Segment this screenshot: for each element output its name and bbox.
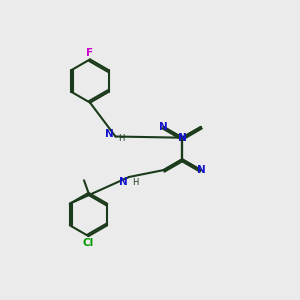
Text: Cl: Cl [83,238,94,248]
Text: H: H [118,134,124,143]
Text: N: N [119,177,128,188]
Text: F: F [86,48,94,58]
Text: N: N [178,133,187,143]
Text: H: H [132,178,138,187]
Text: N: N [105,129,114,139]
Text: N: N [178,133,187,143]
Text: N: N [196,165,205,175]
Text: N: N [159,122,168,132]
